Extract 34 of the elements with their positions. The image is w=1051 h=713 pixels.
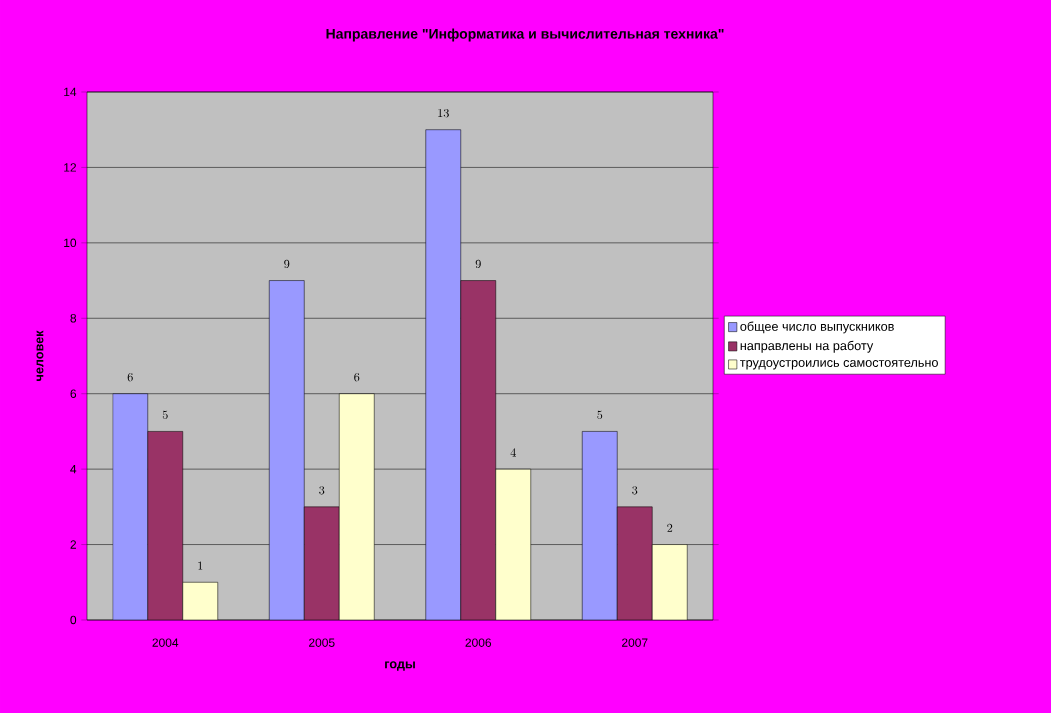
- data-label: 6: [354, 373, 360, 382]
- y-tick-label: 12: [64, 163, 76, 172]
- data-label: 9: [475, 259, 481, 269]
- legend-label: направлены на работу: [740, 340, 874, 353]
- chart-title: Направление "Информатика и вычислительная техника": [326, 28, 724, 42]
- y-tick-label: 4: [70, 465, 77, 474]
- data-label: 4: [510, 448, 516, 457]
- data-label: 3: [319, 486, 325, 495]
- data-label: 5: [162, 410, 168, 419]
- x-tick-label: 2007: [622, 638, 648, 647]
- y-tick-label: 8: [70, 314, 77, 323]
- y-axis-title: человек: [36, 330, 44, 381]
- data-label: 1: [198, 561, 203, 570]
- data-label: 9: [284, 259, 290, 269]
- x-tick-label: 2006: [465, 638, 492, 647]
- data-label: 2: [667, 523, 673, 532]
- bar: [651, 544, 688, 620]
- x-tick-label: 2004: [152, 638, 179, 647]
- data-label: 6: [127, 373, 133, 382]
- data-label: 13: [438, 109, 449, 118]
- bar: [495, 468, 532, 620]
- y-tick-label: 2: [70, 540, 76, 549]
- x-tick-label: 2005: [309, 638, 335, 647]
- bar: [338, 393, 375, 620]
- legend-label: общее число выпускников: [740, 321, 894, 334]
- bar: [182, 582, 219, 620]
- x-axis-title: годы: [385, 661, 415, 671]
- y-tick-label: 10: [64, 238, 77, 248]
- y-tick-label: 14: [64, 87, 77, 97]
- y-tick-label: 0: [70, 615, 77, 625]
- data-label: 5: [597, 410, 603, 419]
- legend-label: трудоустроились самостоятельно: [740, 360, 938, 370]
- y-tick-label: 6: [70, 389, 77, 398]
- data-label: 3: [632, 486, 638, 495]
